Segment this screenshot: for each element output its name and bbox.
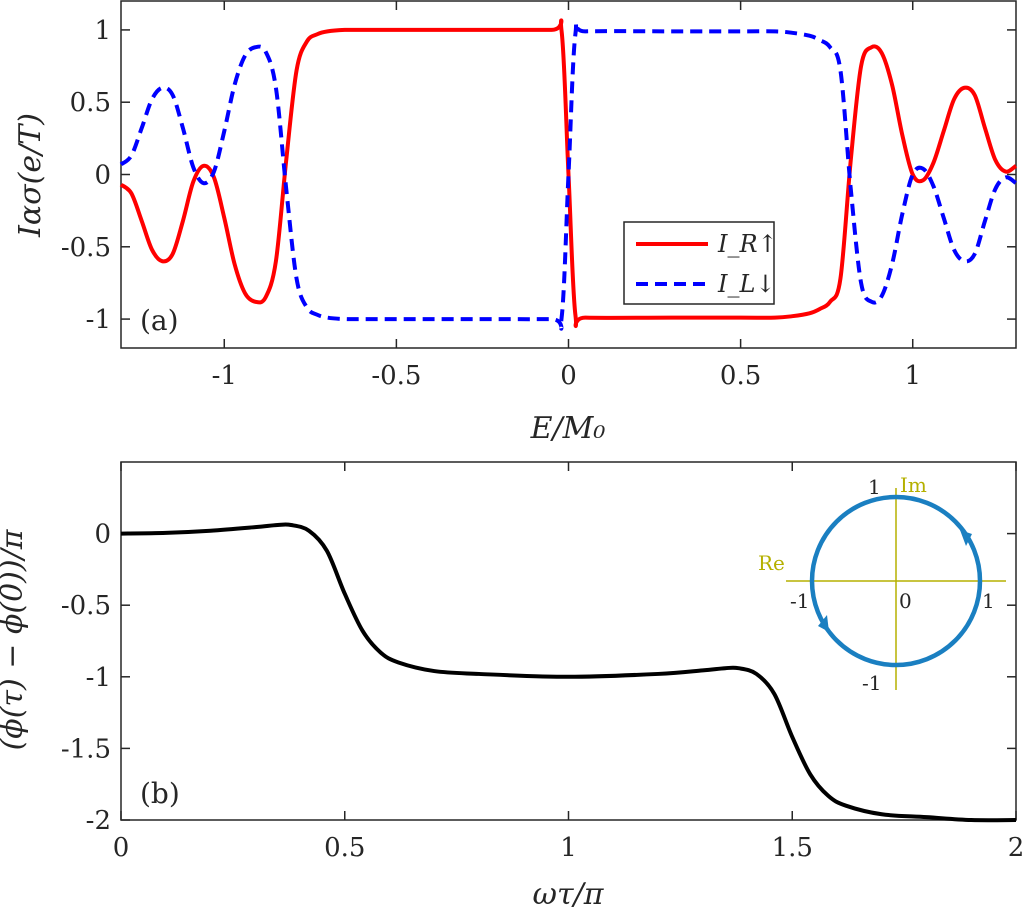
x-tick-label: 0	[560, 361, 577, 391]
y-tick-label: 1	[94, 16, 111, 46]
series-line-0-0	[119, 18, 1018, 329]
y-tick-label: -1	[86, 663, 111, 693]
panel-a-series	[119, 18, 1018, 331]
y-tick-label: 0	[94, 161, 111, 191]
panel-a-label: (a)	[140, 304, 179, 337]
complex-plane-inset: Re Im 1 -1 0 1 -1	[758, 473, 1006, 695]
panel-a: -1 -0.5 0 0.5 1 1 0.5 0 -0.5 -1 (a) Iασ(e/T) E/M₀…	[13, 0, 1018, 446]
panel-a-legend: I_R↑ I_L↓	[623, 221, 778, 305]
panel-b-ylabel: (ϕ(τ) − ϕ(0))/π	[0, 528, 30, 750]
panel-a-ylabel: Iασ(e/T)	[13, 113, 48, 238]
series-line-1-0	[120, 522, 1017, 823]
inset-label-minus-one-bottom: -1	[862, 671, 881, 695]
x-tick-label: -1	[212, 361, 237, 391]
panel-b-series	[120, 522, 1017, 823]
y-tick-label: -2	[86, 806, 111, 836]
y-tick-label: -0.5	[61, 233, 111, 263]
y-tick-label: -1.5	[61, 734, 111, 764]
y-tick-label: 0	[94, 520, 111, 550]
x-tick-label: 2	[1008, 833, 1024, 863]
inset-label-one-right: 1	[982, 589, 995, 613]
legend-label-l-down: I_L↓	[717, 270, 776, 298]
x-tick-label: 1	[560, 833, 577, 863]
inset-unit-circle	[809, 494, 983, 668]
legend-label-r-up: I_R↑	[717, 230, 778, 258]
inset-label-one-top: 1	[868, 475, 881, 499]
panel-b: 0 0.5 1 1.5 2 0 -0.5 -1 -1.5 -2 (b) (ϕ(τ) − ϕ(0))…	[0, 461, 1024, 912]
inset-label-minus-one-left: -1	[790, 589, 809, 613]
inset-arrow-clockwise-icon	[960, 530, 972, 546]
x-tick-label: 1	[904, 361, 921, 391]
inset-arrow-lower-left-icon	[818, 615, 829, 632]
panel-b-xlabel: ωτ/π	[533, 877, 605, 912]
panel-b-label: (b)	[140, 777, 180, 810]
x-tick-label: -0.5	[371, 361, 421, 391]
x-tick-label: 0.5	[324, 833, 365, 863]
panel-b-ticks: 0 0.5 1 1.5 2 0 -0.5 -1 -1.5 -2	[61, 462, 1024, 863]
x-tick-label: 0.5	[720, 361, 761, 391]
x-tick-label: 1.5	[772, 833, 813, 863]
inset-re-label: Re	[758, 551, 785, 575]
y-tick-label: 0.5	[70, 88, 111, 118]
inset-im-label: Im	[900, 473, 927, 497]
legend-box	[623, 221, 775, 305]
panel-b-axes-frame	[120, 461, 1017, 821]
x-tick-label: 0	[113, 833, 130, 863]
series-line-0-1	[119, 20, 1018, 331]
panel-a-xlabel: E/M₀	[530, 411, 606, 446]
inset-label-zero: 0	[899, 589, 912, 613]
y-tick-label: -1	[86, 305, 111, 335]
y-tick-label: -0.5	[61, 591, 111, 621]
panel-a-ticks: -1 -0.5 0 0.5 1 1 0.5 0 -0.5 -1	[61, 1, 1016, 391]
